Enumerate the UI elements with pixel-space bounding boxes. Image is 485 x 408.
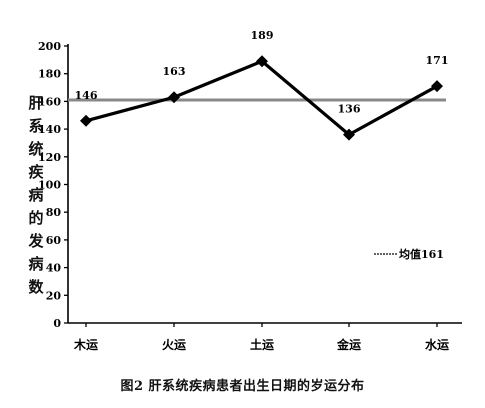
data-point-marker: [256, 55, 268, 68]
y-tick-label: 80: [46, 206, 62, 219]
y-tick-label: 140: [38, 123, 61, 136]
data-label: 146: [75, 89, 98, 102]
y-axis-label-char: 病: [28, 186, 44, 204]
y-axis-label-char: 统: [28, 140, 44, 158]
y-tick-label: 0: [53, 317, 61, 330]
data-label: 163: [163, 65, 186, 78]
y-axis-label-char: 系: [28, 117, 44, 135]
y-axis-label-char: 病: [28, 255, 44, 273]
x-tick-label: 水运: [425, 337, 449, 352]
data-label: 189: [251, 29, 274, 42]
y-tick-label: 120: [38, 151, 61, 164]
y-axis-label-char: 数: [28, 278, 44, 296]
series-line: [85, 59, 438, 137]
x-tick-label: 火运: [162, 338, 186, 352]
legend: 均值161: [374, 247, 444, 261]
y-axis-label: 肝系统疾病的发病数: [26, 92, 46, 299]
chart-caption: 图2 肝系统疾病患者出生日期的岁运分布: [120, 379, 365, 394]
y-axis-label-char: 疾: [28, 163, 44, 181]
data-point-marker: [431, 80, 443, 93]
legend-label: 均值161: [399, 247, 444, 261]
data-point-marker: [168, 91, 180, 104]
y-tick-label: 180: [38, 68, 61, 81]
y-tick-label: 20: [46, 289, 62, 302]
data-point-marker: [343, 128, 355, 141]
y-tick-label: 160: [38, 95, 61, 108]
y-axis: 0 20 40 60 80 100 120 140 160 180 200: [38, 40, 69, 330]
y-axis-label-char: 的: [28, 209, 44, 227]
y-tick-label: 60: [46, 234, 62, 247]
data-point-marker: [80, 114, 92, 127]
y-axis-label-char: 发: [28, 232, 44, 250]
x-tick-label: 金运: [336, 337, 361, 352]
x-tick-label: 土运: [250, 337, 274, 352]
data-label: 171: [426, 54, 449, 67]
y-tick-label: 40: [46, 262, 62, 275]
y-axis-label-char: 肝: [28, 94, 44, 112]
x-tick-label: 木运: [73, 337, 98, 352]
y-tick-label: 200: [38, 40, 61, 53]
data-label: 136: [338, 103, 361, 116]
series-layer: 146 163 189 136 171: [75, 29, 449, 141]
y-tick-label: 100: [38, 179, 61, 192]
x-axis: 木运 火运 土运 金运 水运: [68, 322, 462, 352]
